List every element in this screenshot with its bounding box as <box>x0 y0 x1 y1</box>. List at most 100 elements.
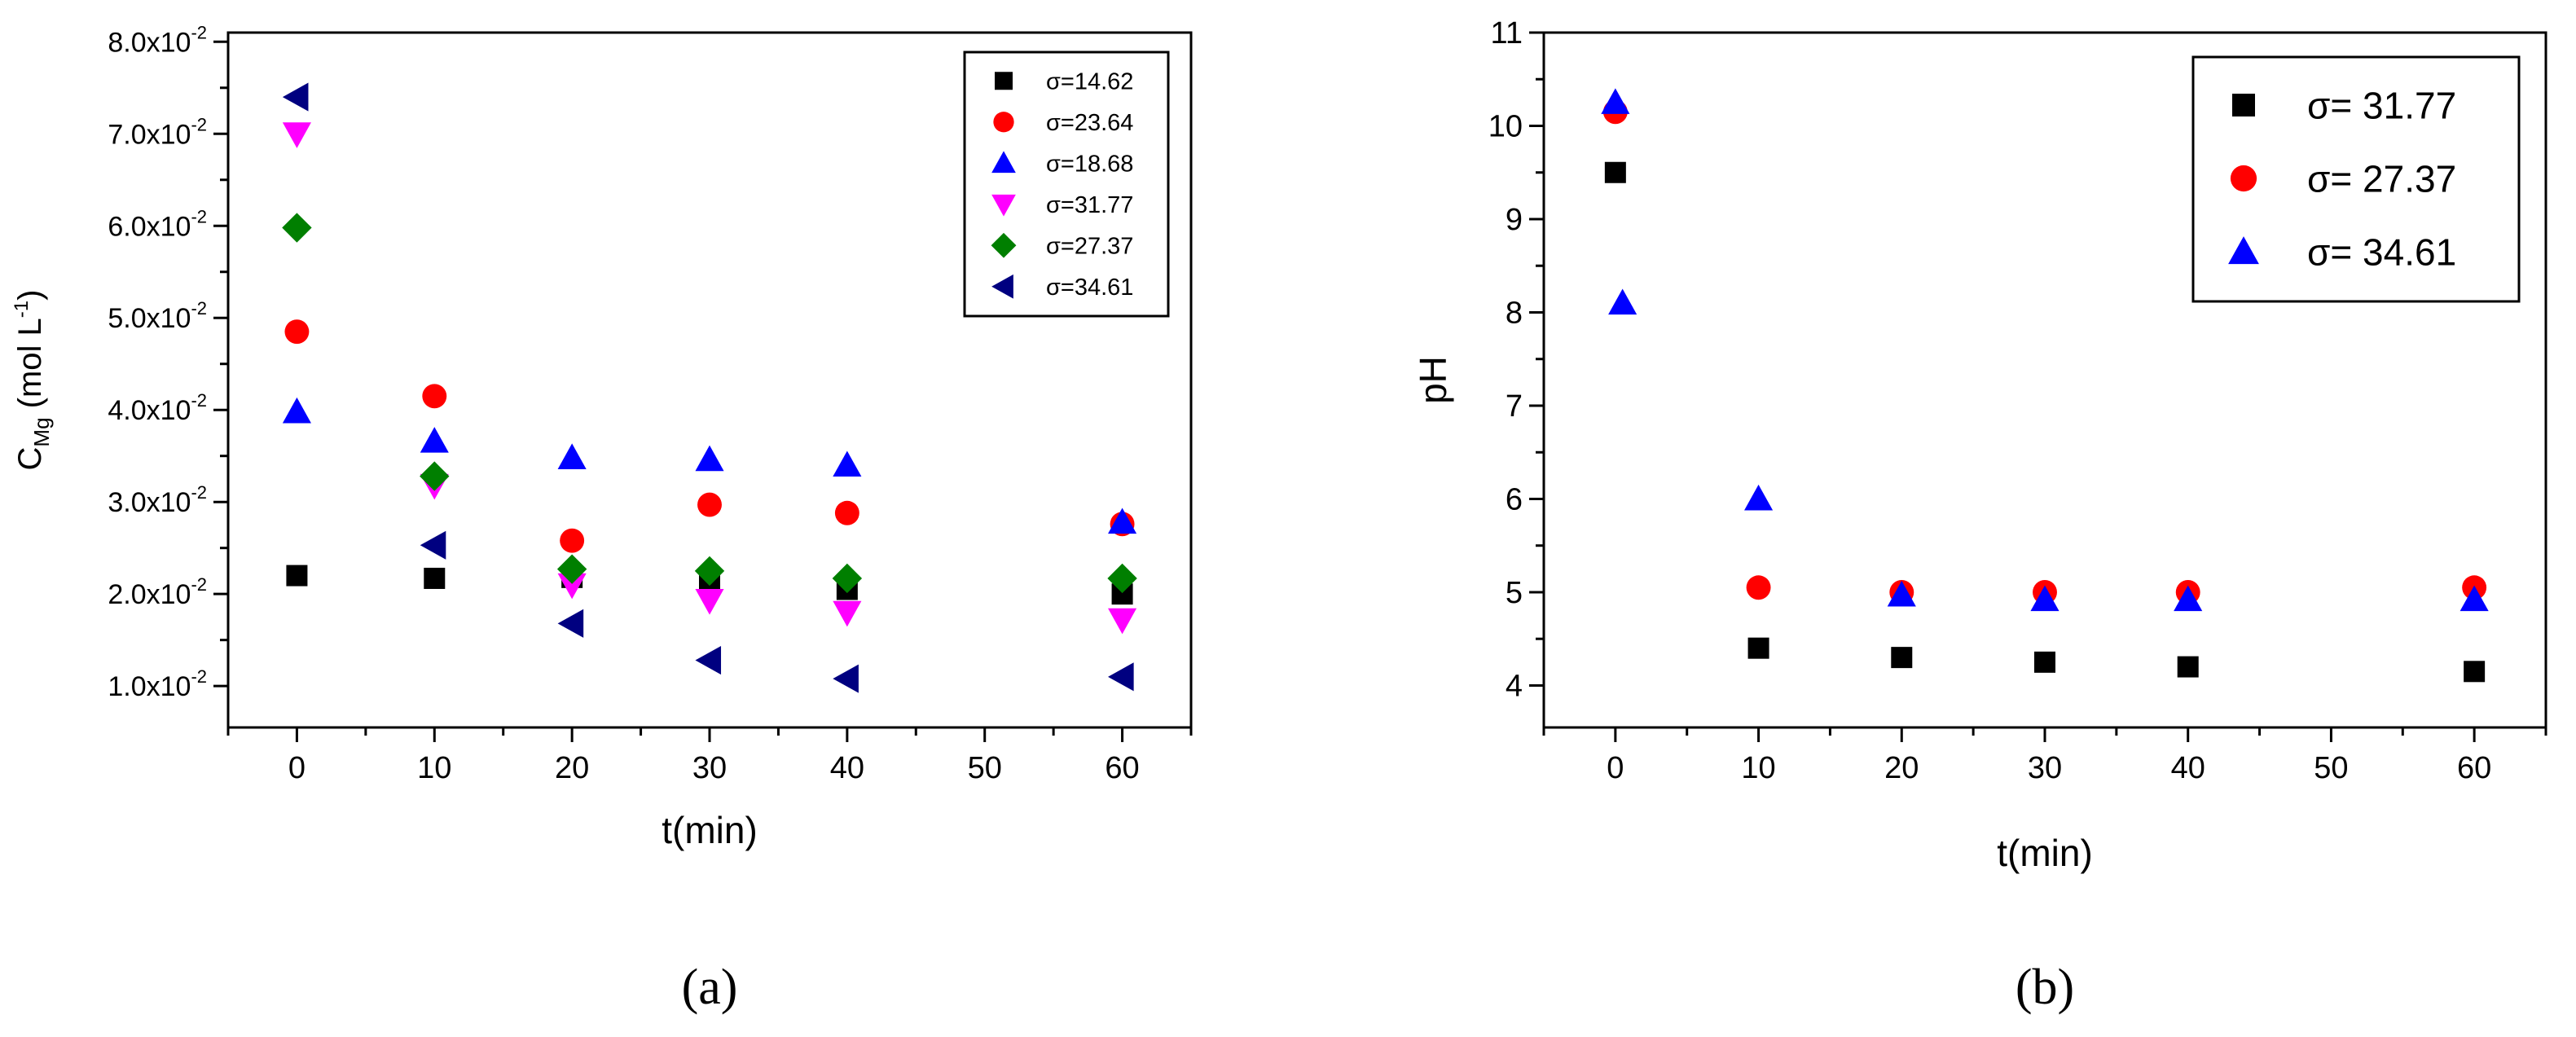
x-axis-label: t(min) <box>662 809 758 851</box>
y-tick-label: 10 <box>1488 109 1523 143</box>
data-point <box>557 443 587 470</box>
legend: σ= 31.77 σ= 27.37 σ= 34.61 <box>2191 55 2521 303</box>
panel-a-chart: 0 10 20 30 40 50 60 1.0x10-2 2.0x10-2 3.0x10-2 4.0… <box>11 22 1193 1015</box>
legend-marker <box>993 112 1014 133</box>
data-point <box>1604 161 1626 183</box>
legend-marker <box>991 151 1016 174</box>
x-tick-label: 20 <box>555 751 589 785</box>
data-point <box>1887 580 1916 607</box>
y-tick-label: 8.0x10-2 <box>108 22 207 58</box>
data-point <box>1746 575 1771 600</box>
y-tick-label: 2.0x10-2 <box>108 574 207 610</box>
data-point <box>833 600 862 627</box>
data-point <box>1108 508 1137 534</box>
data-point <box>420 427 449 453</box>
y-tick-label: 4.0x10-2 <box>108 390 207 426</box>
x-tick-label: 30 <box>692 751 727 785</box>
data-point <box>833 664 859 693</box>
x-tick-label: 20 <box>1884 751 1919 785</box>
data-point <box>697 492 722 517</box>
data-point <box>2034 651 2055 673</box>
y-axis-label: CMg (mol L-1) <box>11 290 54 471</box>
data-point <box>284 319 310 345</box>
x-tick-label: 0 <box>1607 751 1624 785</box>
y-tick-label: 1.0x10-2 <box>108 666 207 702</box>
data-point <box>695 589 724 615</box>
y-tick-label: 8 <box>1506 296 1523 330</box>
data-point <box>2174 585 2203 612</box>
data-point <box>833 450 862 477</box>
y-tick-label: 11 <box>1491 16 1523 51</box>
data-point <box>557 573 587 600</box>
x-tick-label: 0 <box>288 751 306 785</box>
x-tick-label: 30 <box>2028 751 2062 785</box>
legend-marker <box>2232 94 2255 116</box>
legend-marker <box>991 194 1016 217</box>
y-tick-label: 5 <box>1506 576 1523 610</box>
x-tick-label: 40 <box>830 751 864 785</box>
legend-label: σ=27.37 <box>1046 234 1133 260</box>
legend-marker <box>2230 165 2257 192</box>
data-point <box>282 82 309 112</box>
data-point <box>695 445 724 472</box>
series-1 <box>1604 161 2486 683</box>
data-point <box>2030 585 2059 612</box>
legend-marker <box>2228 236 2259 265</box>
x-tick-label: 50 <box>968 751 1002 785</box>
legend: σ=14.62 σ=23.64 σ=18.68 σ=31.77 σ=27.37 σ=34.… <box>963 51 1170 318</box>
series-5 <box>282 213 1137 594</box>
x-tick-label: 60 <box>1105 751 1139 785</box>
x-axis-label: t(min) <box>1997 832 2093 874</box>
data-point <box>420 530 446 560</box>
panel-label: (b) <box>2016 960 2074 1015</box>
legend-label: σ= 34.61 <box>2307 231 2456 274</box>
data-point <box>832 563 863 594</box>
y-tick-label: 6.0x10-2 <box>108 206 207 242</box>
legend-label: σ= 31.77 <box>2307 85 2456 127</box>
data-point <box>282 122 311 148</box>
series-3 <box>282 397 1137 534</box>
y-tick-label: 4 <box>1506 669 1523 703</box>
data-point <box>282 213 312 243</box>
data-point <box>2460 585 2489 612</box>
data-point <box>694 556 725 587</box>
y-tick-label: 7 <box>1506 389 1523 424</box>
legend-marker <box>995 72 1013 90</box>
panel-label: (a) <box>682 960 738 1015</box>
legend-marker <box>991 274 1013 299</box>
data-point <box>834 500 859 525</box>
legend-label: σ=18.68 <box>1046 152 1133 178</box>
data-point <box>2177 656 2199 678</box>
data-point <box>1891 647 1913 669</box>
data-point <box>557 609 584 638</box>
legend-label: σ= 27.37 <box>2307 158 2456 200</box>
data-point <box>286 565 308 587</box>
data-point <box>1108 608 1137 635</box>
series-2 <box>284 319 1135 553</box>
data-point <box>282 397 311 424</box>
x-tick-label: 40 <box>2171 751 2205 785</box>
y-tick-label: 7.0x10-2 <box>108 114 207 150</box>
legend-box <box>963 51 1170 318</box>
x-tick-label: 10 <box>1741 751 1775 785</box>
legend-label: σ=34.61 <box>1046 275 1133 301</box>
y-tick-label: 5.0x10-2 <box>108 298 207 334</box>
y-axis-label: pH <box>1412 356 1454 404</box>
y-tick-label: 3.0x10-2 <box>108 482 207 518</box>
data-point <box>1108 662 1134 692</box>
y-tick-label: 6 <box>1506 482 1523 516</box>
x-tick-label: 10 <box>417 751 451 785</box>
data-point <box>422 384 447 409</box>
y-tick-label: 9 <box>1506 203 1523 237</box>
series-3 <box>1601 88 2489 612</box>
data-point <box>1747 637 1769 659</box>
data-point <box>420 461 450 491</box>
data-point <box>1608 288 1637 315</box>
data-point <box>1601 88 1630 114</box>
legend-label: σ=31.77 <box>1046 192 1133 218</box>
data-point <box>695 645 722 675</box>
legend-label: σ=14.62 <box>1046 69 1133 95</box>
legend-label: σ=23.64 <box>1046 110 1133 136</box>
